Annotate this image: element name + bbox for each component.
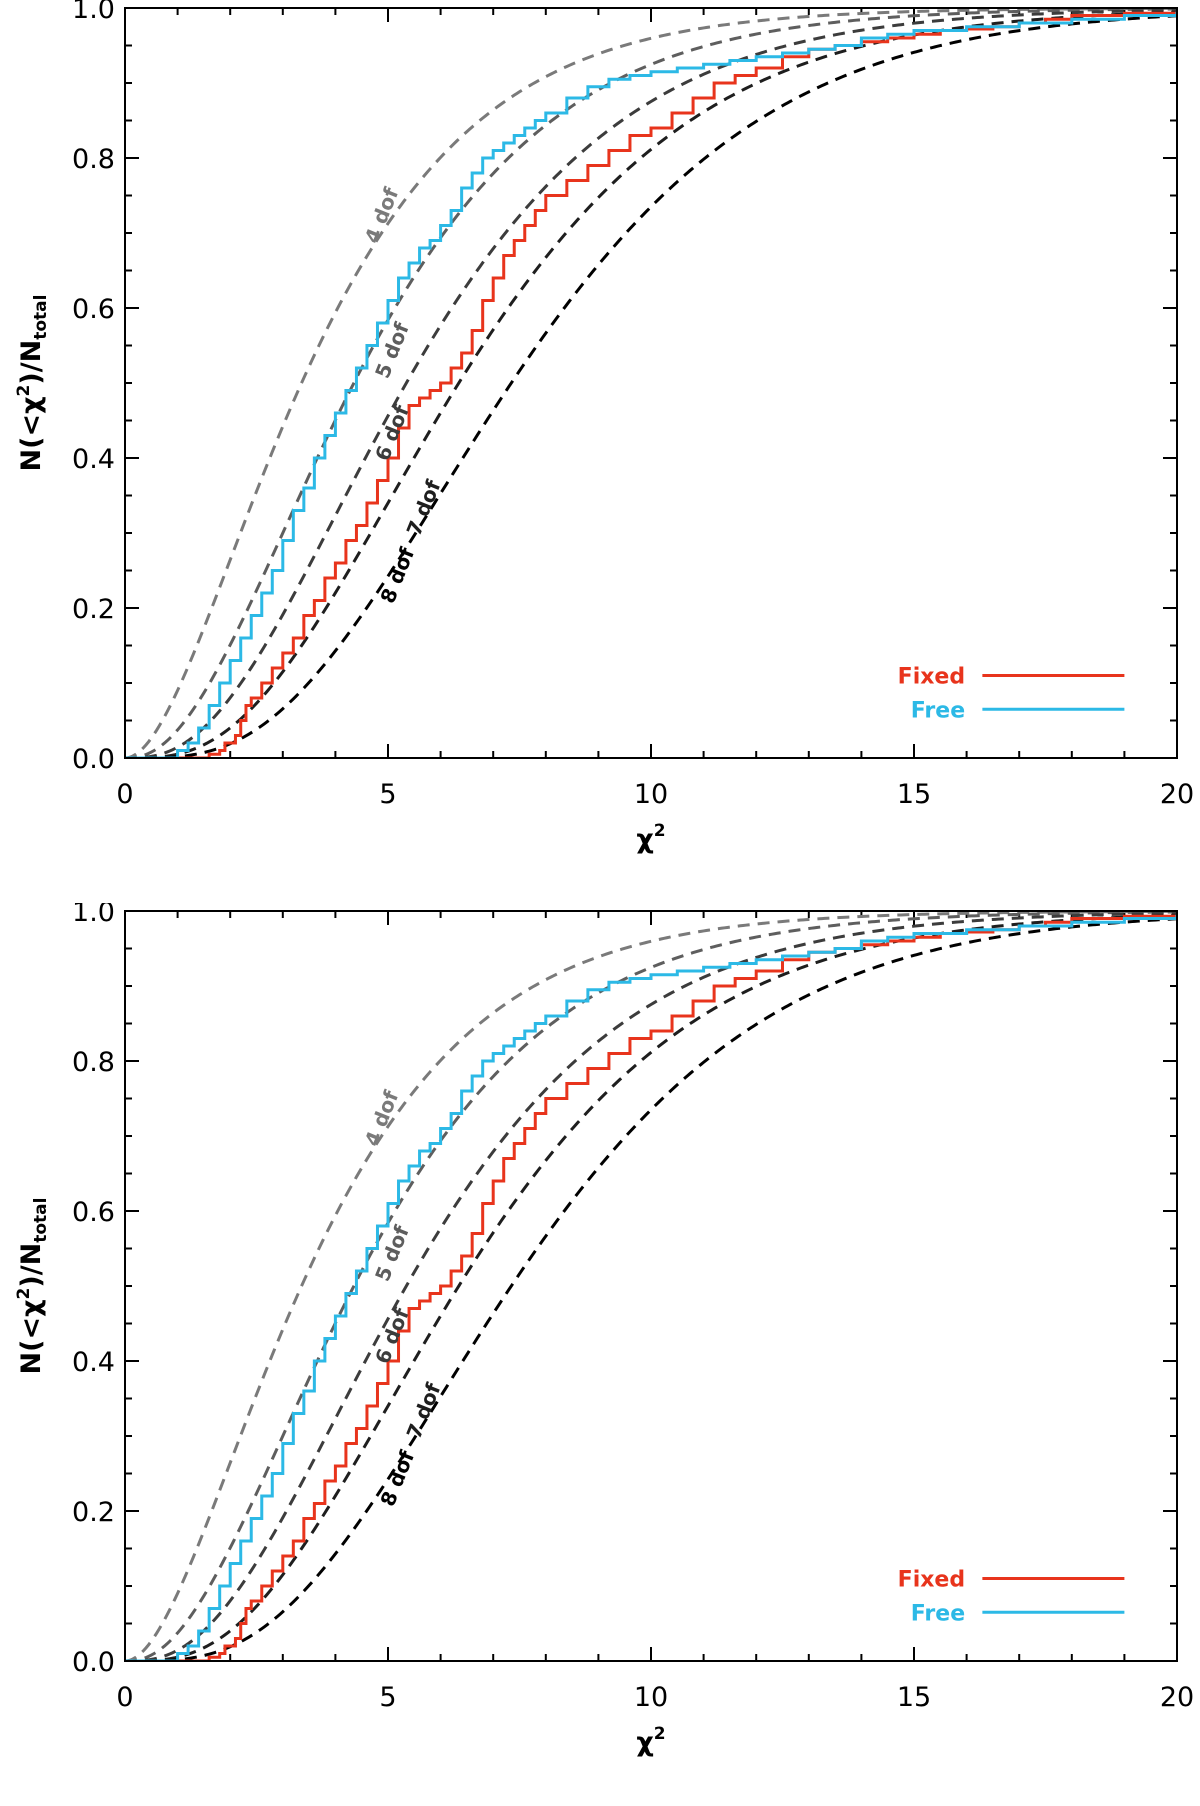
panel2-dof-5-curve — [125, 911, 1177, 1661]
panel2-series-free-line — [125, 914, 1177, 1661]
panel2-x-tick-label: 5 — [379, 1682, 396, 1713]
panel2-y-axis-title: N(<χ2)/Ntotal — [14, 1198, 51, 1375]
panel2-y-tick-label: 0.6 — [72, 1197, 115, 1228]
panel1-data-group — [125, 8, 1177, 758]
panel2-dof-4-curve — [125, 911, 1177, 1661]
panel1-dof-7-label: 7 dof — [402, 476, 446, 539]
panel1-dof-8-label: 8 dof — [375, 544, 419, 607]
panel2-x-tick-label: 0 — [116, 1682, 133, 1713]
panel1-dof-5-curve — [125, 8, 1177, 758]
panel2-legend-label-fixed: Fixed — [898, 1568, 965, 1593]
panel1-y-tick-label: 0.4 — [72, 444, 115, 475]
panel1-x-tick-label: 20 — [1160, 779, 1194, 810]
panel1-y-tick-label: 1.0 — [72, 0, 115, 25]
panel2-data-group — [125, 911, 1177, 1661]
panel1-dof-4-label: 4 dof — [360, 184, 404, 247]
panel2-y-tick-label: 1.0 — [72, 903, 115, 928]
panel1-dof-4-curve — [125, 8, 1177, 758]
panel2-x-axis-title: χ2 — [636, 1724, 665, 1758]
panel2-plot-frame — [124, 910, 1178, 1662]
panel2-dof-8-label: 8 dof — [375, 1447, 419, 1510]
panel1-x-tick-label: 0 — [116, 779, 133, 810]
panel2-y-tick-label: 0.8 — [72, 1047, 115, 1078]
panel1-x-tick-label: 5 — [379, 779, 396, 810]
panel2-dof-7-label: 7 dof — [402, 1379, 446, 1442]
panel1-dof-7-curve — [125, 10, 1177, 758]
panel1-dof-6-label: 6 dof — [370, 401, 414, 464]
panel2-dof-6-curve — [125, 911, 1177, 1661]
panel1-y-tick-label: 0.2 — [72, 594, 115, 625]
panel1-x-tick-label: 10 — [634, 779, 668, 810]
panel2-dof-4-label: 4 dof — [360, 1087, 404, 1150]
panel2-x-tick-label: 20 — [1160, 1682, 1194, 1713]
panel1-x-tick-label: 15 — [897, 779, 931, 810]
panel2-y-tick-label: 0.4 — [72, 1347, 115, 1378]
panel2-legend-label-free: Free — [911, 1601, 965, 1626]
panel2-y-tick-label: 0.0 — [72, 1647, 115, 1678]
panel1-legend-label-fixed: Fixed — [898, 665, 965, 690]
panel2-x-tick-label: 15 — [897, 1682, 931, 1713]
panel1-y-tick-label: 0.6 — [72, 294, 115, 325]
panel2-x-tick-label: 10 — [634, 1682, 668, 1713]
panel2-dof-7-curve — [125, 913, 1177, 1661]
panel1-series-fixed-line — [125, 11, 1177, 758]
panel1-dof-6-curve — [125, 8, 1177, 758]
panel1-x-axis-title: χ2 — [636, 821, 665, 855]
panel1-y-tick-label: 0.8 — [72, 144, 115, 175]
panel1-y-axis-title: N(<χ2)/Ntotal — [14, 295, 51, 472]
panel1-plot-frame — [124, 7, 1178, 759]
panel1-legend-label-free: Free — [911, 698, 965, 723]
panel2-series-fixed-line — [125, 914, 1177, 1661]
panel2-dof-6-label: 6 dof — [370, 1304, 414, 1367]
panel1-series-free-line — [125, 11, 1177, 758]
panel1-y-tick-label: 0.0 — [72, 744, 115, 775]
panel2-y-tick-label: 0.2 — [72, 1497, 115, 1528]
